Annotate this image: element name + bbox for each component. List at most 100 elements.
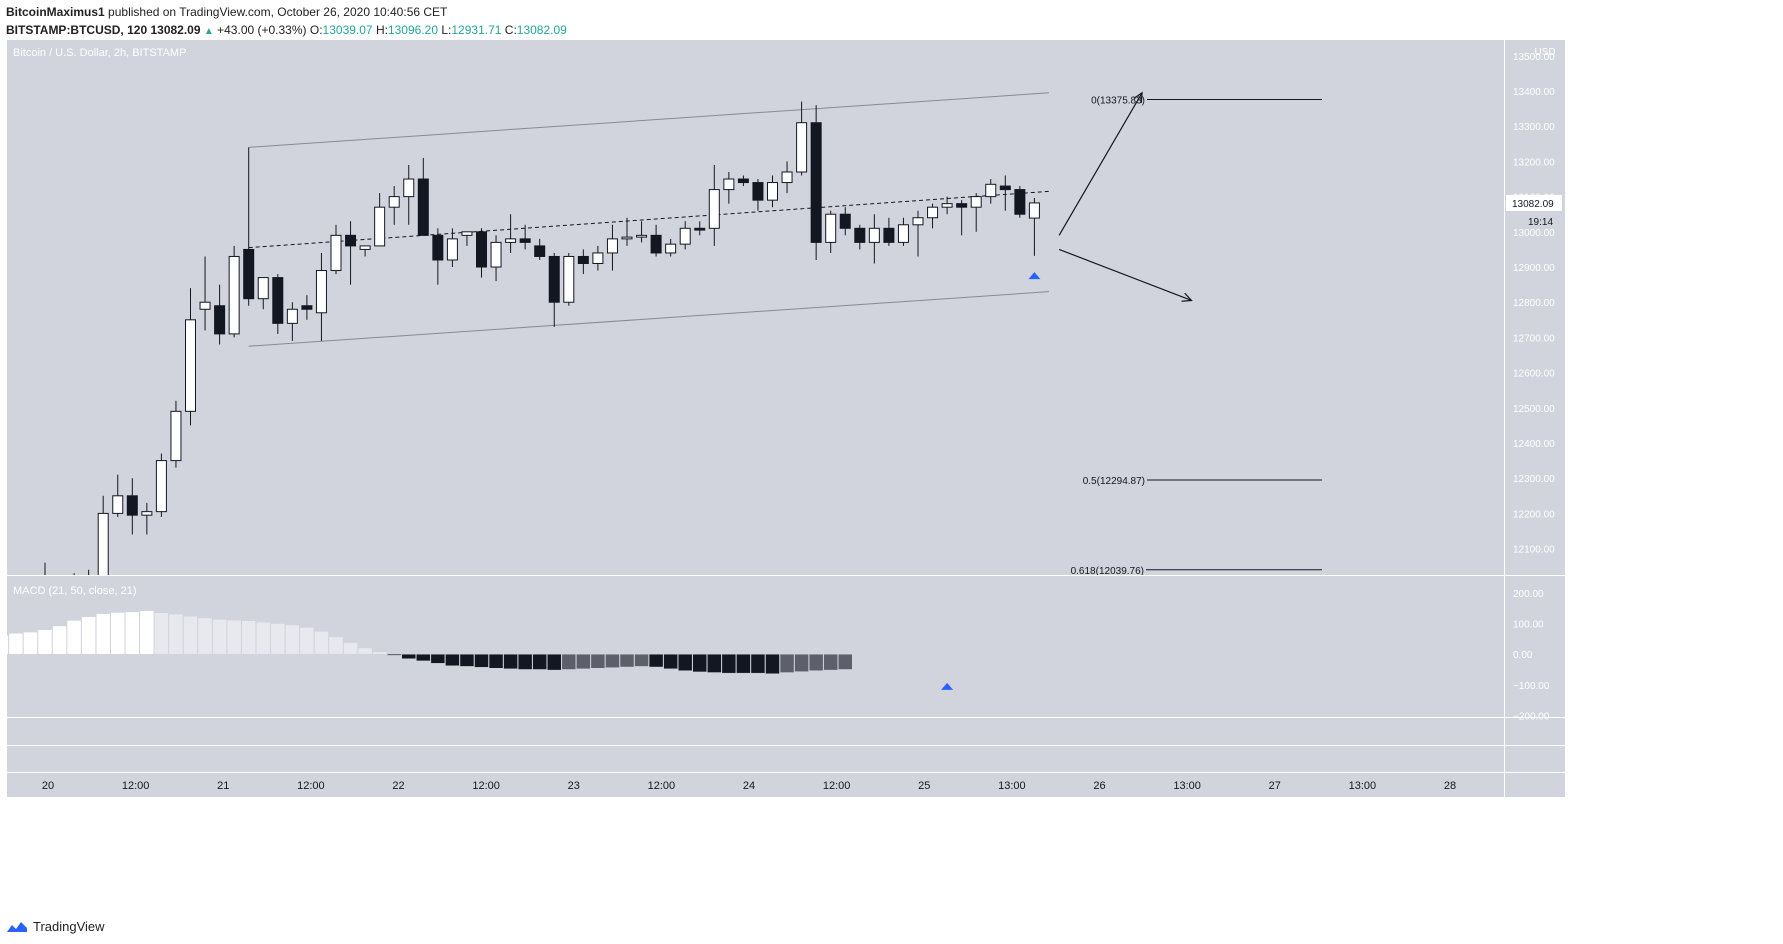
publish-info: published on TradingView.com, October 26… [108, 5, 448, 19]
candle-body [403, 178, 415, 198]
candle-body [839, 213, 851, 229]
candle [199, 256, 211, 331]
candle [315, 252, 327, 341]
macd-histogram-bar [488, 653, 504, 669]
candle-body [927, 206, 939, 219]
time-tick-label: 12:00 [122, 780, 150, 792]
time-tick-label: 27 [1269, 780, 1281, 792]
candle [839, 207, 851, 236]
price-tick-label: 12100.00 [1513, 545, 1555, 556]
candle-body [999, 185, 1011, 191]
price-tick-label: 12400.00 [1513, 439, 1555, 450]
candle-body [388, 196, 400, 208]
candle-body [970, 196, 982, 208]
macd-tick-label: 0.00 [1513, 650, 1533, 661]
macd-histogram-bar [692, 653, 707, 673]
candle [88, 569, 90, 575]
candle-body [781, 171, 793, 184]
open-label: O: [309, 23, 323, 37]
macd-histogram-bar [677, 653, 693, 671]
macd-tick-label: 200.00 [1513, 589, 1544, 600]
candle [796, 101, 808, 176]
candle-body [767, 182, 778, 201]
macd-histogram-bar [372, 651, 387, 655]
macd-histogram-bar [808, 653, 824, 671]
price-axis [1505, 40, 1565, 797]
macd-tick-label: −200.00 [1513, 711, 1550, 722]
candle-body [228, 255, 240, 335]
currency-label: USD [1534, 47, 1555, 58]
macd-tick-label: 100.00 [1513, 620, 1544, 631]
macd-histogram-bar [590, 653, 606, 669]
channel-lower-line [248, 291, 1049, 347]
macd-histogram-bar [357, 647, 373, 655]
candle [374, 193, 386, 247]
macd-histogram-bar [707, 653, 722, 673]
tradingview-logo[interactable]: TradingView [6, 919, 105, 934]
candle-body [534, 245, 546, 257]
projection-arrow [1058, 92, 1143, 236]
macd-histogram-bar [416, 653, 431, 662]
candle [592, 245, 604, 271]
price-change: +43.00 (+0.33%) [217, 23, 307, 37]
candle-body [737, 178, 749, 184]
close-value: 13082.09 [516, 23, 567, 37]
macd-histogram-bar [328, 636, 344, 655]
low-value: 12931.71 [451, 23, 502, 37]
macd-histogram-bar [125, 611, 140, 655]
candle-body [257, 277, 269, 300]
candle [155, 453, 167, 517]
macd-histogram-bar [823, 653, 838, 671]
last-price: 13082.09 [150, 23, 201, 37]
time-tick-label: 13:00 [1173, 780, 1201, 792]
candle [563, 252, 575, 306]
candle [665, 238, 677, 257]
candle-body [679, 227, 691, 245]
symbol-label[interactable]: BITSTAMP:BTCUSD, 120 [6, 23, 148, 37]
candle [723, 171, 735, 204]
candle [228, 245, 240, 338]
candle-body [636, 234, 648, 238]
candle [970, 193, 982, 232]
macd-histogram-bar [110, 612, 125, 655]
macd-histogram-bar [474, 653, 489, 668]
price-tick-label: 13200.00 [1513, 157, 1555, 168]
candle [432, 228, 444, 285]
candle [505, 214, 517, 253]
candle [636, 221, 648, 243]
publish-header: BitcoinMaximus1 published on TradingView… [6, 5, 447, 19]
tradingview-logo-text: TradingView [33, 919, 105, 934]
candle-body [286, 308, 298, 324]
price-tick-label: 12200.00 [1513, 509, 1555, 520]
time-tick-label: 12:00 [297, 780, 325, 792]
macd-histogram-bar [721, 653, 737, 674]
candle [941, 196, 953, 215]
candle-body [519, 238, 531, 243]
candle-body [897, 224, 909, 243]
candle [345, 221, 357, 285]
time-tick-label: 12:00 [648, 780, 676, 792]
macd-histogram-bar [736, 653, 751, 674]
candle-body [345, 234, 357, 247]
macd-histogram-bar [256, 622, 271, 655]
price-tick-label: 12600.00 [1513, 369, 1555, 380]
candle-body [941, 203, 953, 208]
candle-body [723, 178, 735, 191]
macd-histogram-bar [634, 653, 649, 667]
candle-body [112, 495, 124, 514]
time-tick-label: 24 [743, 780, 755, 792]
candle-body [97, 512, 109, 575]
empty-pane [7, 718, 1504, 745]
tradingview-logo-icon [7, 921, 27, 932]
candle [403, 164, 415, 225]
publisher-name[interactable]: BitcoinMaximus1 [6, 5, 105, 19]
candle-body [214, 305, 226, 335]
candle [810, 105, 822, 260]
time-axis [7, 772, 1504, 797]
high-value: 13096.20 [387, 23, 439, 37]
time-tick-label: 13:00 [1349, 780, 1377, 792]
macd-histogram-bar [750, 653, 766, 674]
candle [868, 214, 880, 264]
arrow-head [1133, 91, 1143, 103]
